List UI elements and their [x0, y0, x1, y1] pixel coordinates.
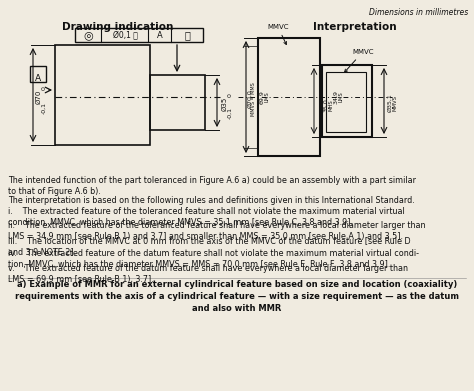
Text: Ⓜ: Ⓜ [184, 30, 190, 40]
Bar [322, 65, 372, 137]
Text: MMVC: MMVC [345, 49, 374, 72]
Text: MMVS: MMVS [392, 95, 398, 111]
Bar [258, 38, 320, 156]
Text: MHS: MHS [328, 99, 334, 111]
Text: The interpretation is based on the following rules and definitions given in this: The interpretation is based on the follo… [8, 196, 415, 205]
Bar [75, 28, 203, 42]
Text: 69,9: 69,9 [259, 90, 264, 104]
Text: The intended function of the part toleranced in Figure A.6 a) could be an assemb: The intended function of the part tolera… [8, 176, 416, 196]
Text: i.    The extracted feature of the toleranced feature shall not violate the maxi: i. The extracted feature of the toleranc… [8, 207, 405, 228]
Text: Drawing indication: Drawing indication [62, 22, 173, 32]
Text: -0,1: -0,1 [228, 107, 233, 119]
Text: Ø70: Ø70 [36, 90, 42, 104]
Text: iii.    The location of the MMVC at 0 mm from the axis of the MMVC of the datum : iii. The location of the MMVC at 0 mm fr… [8, 236, 410, 256]
Text: ◎: ◎ [83, 30, 93, 40]
Bar [55, 45, 150, 145]
Bar [150, 75, 205, 130]
Text: LMS: LMS [338, 91, 344, 102]
Text: v.    The extracted feature of the datum feature shall have everywhere a local d: v. The extracted feature of the datum fe… [8, 264, 408, 284]
Text: 35,0: 35,0 [323, 98, 328, 112]
Text: Dimensions in millimetres: Dimensions in millimetres [369, 8, 468, 17]
Text: 0: 0 [42, 86, 46, 90]
Text: Interpretation: Interpretation [313, 22, 397, 32]
Text: 0: 0 [228, 93, 233, 97]
Text: Ø70,0: Ø70,0 [247, 90, 253, 108]
Bar [30, 66, 46, 82]
Text: LMS: LMS [264, 91, 270, 102]
Text: 34,9: 34,9 [334, 90, 338, 104]
Text: Ø35,1: Ø35,1 [388, 93, 392, 112]
Text: MMVS = MMS: MMVS = MMS [252, 82, 256, 116]
Text: A: A [157, 30, 163, 39]
Text: a) Example of MMR for an external cylindrical feature based on size and location: a) Example of MMR for an external cylind… [15, 280, 459, 312]
Text: Ø35: Ø35 [222, 97, 228, 111]
Text: A: A [35, 74, 41, 83]
Text: ii.    The extracted feature of the toleranced feature shall have everywhere a l: ii. The extracted feature of the toleran… [8, 221, 426, 242]
Text: Ø0,1 Ⓜ: Ø0,1 Ⓜ [112, 30, 137, 39]
Bar [326, 72, 366, 132]
Text: iv.    The extracted feature of the datum feature shall not violate the maximum : iv. The extracted feature of the datum f… [8, 249, 419, 269]
Text: MMVC: MMVC [267, 24, 289, 45]
Text: -0,1: -0,1 [42, 102, 46, 114]
